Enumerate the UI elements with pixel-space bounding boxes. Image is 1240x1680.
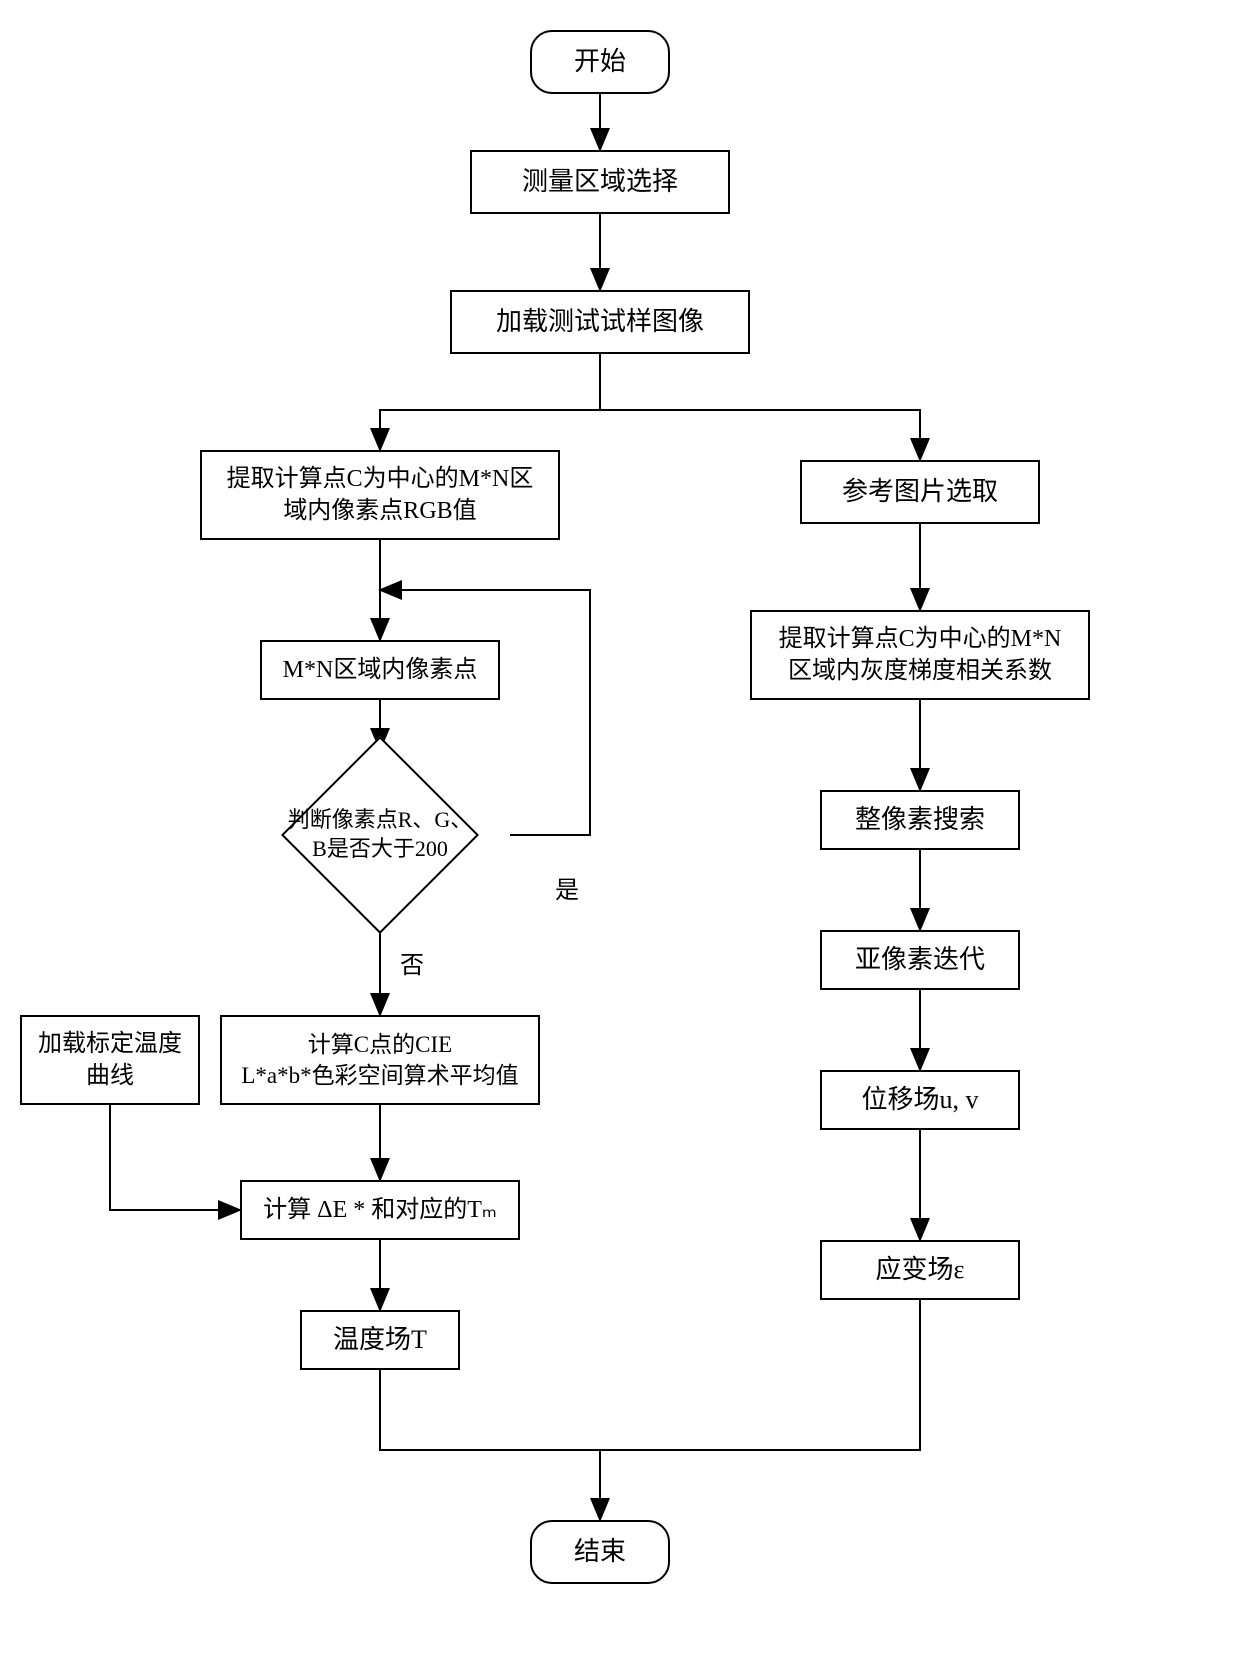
node-label: 亚像素迭代 [855, 942, 985, 977]
node-label: 加载标定温度 曲线 [38, 1028, 182, 1093]
node-end: 结束 [530, 1520, 670, 1584]
node-int-pixel-search: 整像素搜索 [820, 790, 1020, 850]
flowchart-edges [0, 0, 1240, 1680]
node-label: 计算 ΔE * 和对应的Tₘ [263, 1194, 497, 1226]
node-extract-rgb: 提取计算点C为中心的M*N区 域内像素点RGB值 [200, 450, 560, 540]
node-load-image: 加载测试试样图像 [450, 290, 750, 354]
node-gray-gradient: 提取计算点C为中心的M*N 区域内灰度梯度相关系数 [750, 610, 1090, 700]
node-label: 计算C点的CIE L*a*b*色彩空间算术平均值 [241, 1029, 518, 1091]
node-displacement-field: 位移场u, v [820, 1070, 1020, 1130]
node-start-label: 开始 [574, 44, 626, 79]
node-load-calibration: 加载标定温度 曲线 [20, 1015, 200, 1105]
node-cie-lab: 计算C点的CIE L*a*b*色彩空间算术平均值 [220, 1015, 540, 1105]
node-ref-image: 参考图片选取 [800, 460, 1040, 524]
node-label: 位移场u, v [861, 1082, 978, 1117]
node-label: M*N区域内像素点 [283, 654, 478, 686]
edge-label-yes: 是 [555, 870, 579, 905]
node-label: 温度场T [333, 1322, 427, 1357]
node-label: 测量区域选择 [522, 164, 678, 199]
node-label: 参考图片选取 [842, 474, 998, 509]
node-select-region: 测量区域选择 [470, 150, 730, 214]
node-end-label: 结束 [574, 1534, 626, 1569]
node-decision: 判断像素点R、G、 B是否大于200 [250, 750, 510, 920]
node-label: 提取计算点C为中心的M*N区 域内像素点RGB值 [227, 463, 534, 528]
node-label: 整像素搜索 [855, 802, 985, 837]
node-start: 开始 [530, 30, 670, 94]
node-delta-e: 计算 ΔE * 和对应的Tₘ [240, 1180, 520, 1240]
node-label: 应变场ε [876, 1252, 965, 1287]
node-temp-field: 温度场T [300, 1310, 460, 1370]
node-label: 提取计算点C为中心的M*N 区域内灰度梯度相关系数 [779, 623, 1062, 688]
node-label: 加载测试试样图像 [496, 304, 704, 339]
decision-label: 判断像素点R、G、 B是否大于200 [288, 806, 473, 863]
node-subpixel-iter: 亚像素迭代 [820, 930, 1020, 990]
node-pixels-mn: M*N区域内像素点 [260, 640, 500, 700]
node-strain-field: 应变场ε [820, 1240, 1020, 1300]
edge-label-no: 否 [400, 945, 424, 980]
